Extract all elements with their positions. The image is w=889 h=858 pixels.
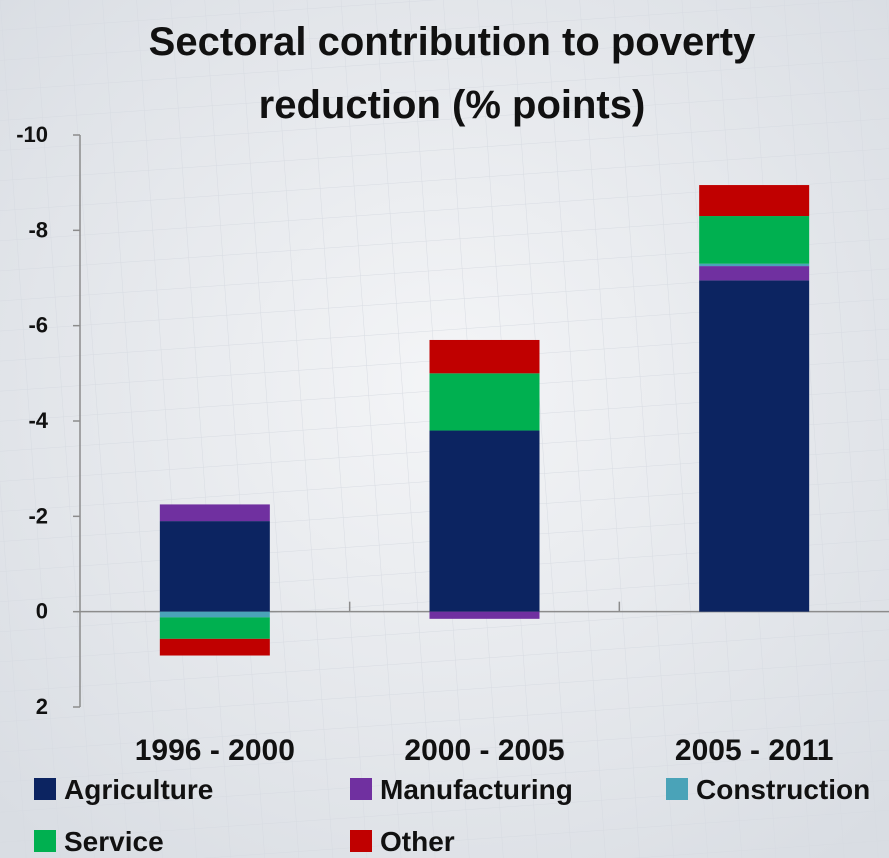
x-category-label: 2000 - 2005	[404, 734, 564, 767]
legend-label-agriculture: Agriculture	[64, 774, 213, 805]
bars	[159, 185, 810, 656]
bar-agriculture-2	[429, 430, 540, 612]
legend-swatch-agriculture	[34, 778, 56, 800]
legend-label-construction: Construction	[696, 774, 870, 805]
x-category-label: 1996 - 2000	[135, 734, 295, 767]
bar-construction-1	[159, 611, 270, 618]
bar-construction-3	[699, 263, 810, 267]
legend-label-service: Service	[64, 826, 164, 857]
y-tick-label: 2	[36, 694, 48, 719]
x-category-label: 2005 - 2011	[675, 734, 833, 767]
bar-other-2	[429, 339, 540, 374]
y-tick-label: -4	[28, 408, 48, 433]
bar-manufacturing-3	[699, 266, 810, 281]
y-tick-label: -8	[28, 217, 48, 242]
bar-service-2	[429, 373, 540, 431]
bar-agriculture-1	[159, 521, 270, 612]
y-tick-label: 0	[36, 599, 48, 624]
chart-title-line-2: reduction (% points)	[259, 83, 646, 127]
bar-service-3	[699, 216, 810, 264]
axis-labels: -10 -8 -6 -4 -2 0 2 1996 - 2000 2000 - 2005 2005 …	[16, 122, 833, 767]
y-tick-label: -6	[28, 313, 48, 338]
y-tick-label: -10	[16, 122, 48, 147]
bar-manufacturing-1	[159, 504, 270, 522]
legend-label-manufacturing: Manufacturing	[380, 774, 573, 805]
bar-other-1	[159, 638, 270, 656]
bar-service-1	[159, 617, 270, 639]
legend: Agriculture Manufacturing Construction Serv…	[34, 774, 870, 857]
legend-swatch-other	[350, 830, 372, 852]
y-tick-label: -2	[28, 503, 48, 528]
chart-title-line-1: Sectoral contribution to poverty	[149, 20, 756, 64]
legend-swatch-construction	[666, 778, 688, 800]
legend-swatch-service	[34, 830, 56, 852]
legend-swatch-manufacturing	[350, 778, 372, 800]
legend-label-other: Other	[380, 826, 455, 857]
bar-agriculture-3	[699, 280, 810, 612]
bar-other-3	[699, 185, 810, 217]
bar-manufacturing-2	[429, 611, 540, 619]
